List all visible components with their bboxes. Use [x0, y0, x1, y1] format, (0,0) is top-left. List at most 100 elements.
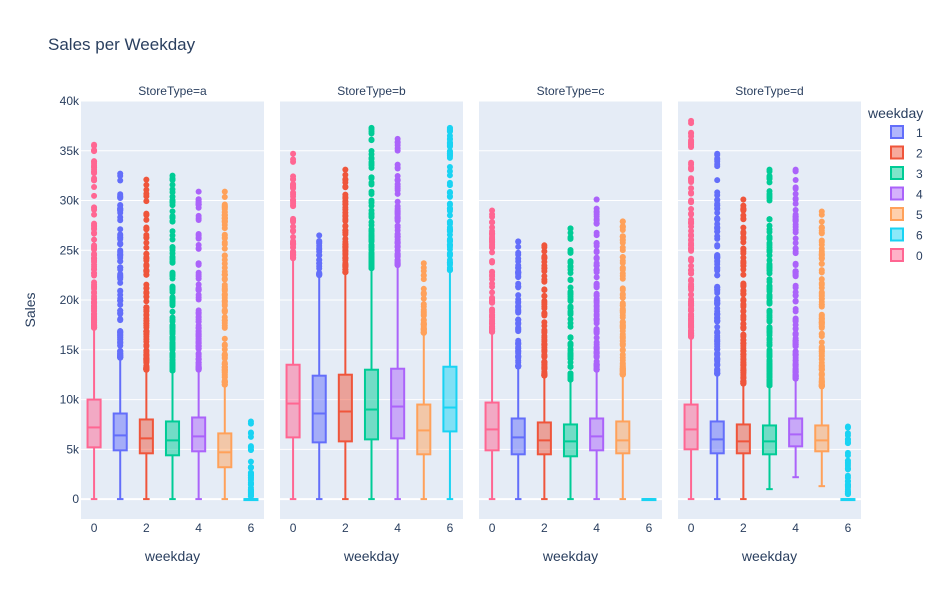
outlier-point: [567, 334, 574, 341]
outlier-point: [515, 298, 522, 305]
outlier-point: [766, 226, 773, 233]
outlier-point: [394, 234, 401, 241]
outlier-point: [766, 337, 773, 344]
outlier-point: [195, 269, 202, 276]
outlier-point: [368, 249, 375, 256]
outlier-point: [489, 219, 496, 226]
outlier-point: [489, 307, 496, 314]
outlier-point: [714, 242, 721, 249]
outlier-point: [593, 213, 600, 220]
outlier-point: [515, 274, 522, 281]
outlier-point: [766, 216, 773, 223]
outlier-point: [489, 312, 496, 319]
outlier-point: [766, 233, 773, 240]
outlier-point: [766, 341, 773, 348]
outlier-point: [593, 274, 600, 281]
outlier-point: [714, 220, 721, 227]
outlier-point: [567, 225, 574, 232]
outlier-point: [394, 142, 401, 149]
outlier-point: [766, 247, 773, 254]
outlier-point: [515, 283, 522, 290]
outlier-point: [567, 340, 574, 347]
outlier-point: [221, 188, 228, 195]
box-body: [217, 432, 233, 469]
outlier-point: [714, 150, 721, 157]
outlier-point: [221, 369, 228, 376]
legend-label-3: 3: [916, 167, 923, 181]
outlier-point: [818, 238, 825, 245]
box-weekday-6: [442, 124, 458, 501]
outlier-point: [619, 314, 626, 321]
outlier-point: [221, 351, 228, 358]
outlier-point: [541, 319, 548, 326]
outlier-point: [290, 193, 297, 200]
outlier-point: [143, 234, 150, 241]
outlier-point: [247, 444, 254, 451]
box-weekday-6: [243, 418, 259, 502]
x-tick-label: 4: [394, 521, 401, 535]
outlier-point: [541, 301, 548, 308]
outlier-point: [169, 172, 176, 179]
outlier-point: [515, 292, 522, 299]
outlier-point: [420, 321, 427, 328]
box-body: [86, 398, 102, 449]
outlier-point: [714, 323, 721, 330]
outlier-point: [818, 224, 825, 231]
outlier-point: [221, 245, 228, 252]
outlier-point: [143, 304, 150, 311]
outlier-point: [446, 218, 453, 225]
outlier-point: [792, 325, 799, 332]
y-tick-label: 0: [72, 492, 79, 506]
outlier-point: [221, 232, 228, 239]
outlier-point: [766, 264, 773, 271]
outlier-point: [290, 198, 297, 205]
outlier-point: [740, 196, 747, 203]
outlier-point: [143, 285, 150, 292]
outlier-point: [688, 199, 695, 206]
outlier-point: [368, 242, 375, 249]
outlier-point: [446, 212, 453, 219]
outlier-point: [766, 299, 773, 306]
outlier-point: [593, 352, 600, 359]
outlier-point: [169, 259, 176, 266]
outlier-point: [368, 179, 375, 186]
box-body: [442, 365, 458, 433]
outlier-point: [368, 254, 375, 261]
outlier-point: [593, 255, 600, 262]
outlier-point: [169, 289, 176, 296]
outlier-point: [143, 352, 150, 359]
outlier-point: [221, 283, 228, 290]
outlier-point: [143, 298, 150, 305]
outlier-point: [446, 265, 453, 272]
outlier-point: [143, 343, 150, 350]
outlier-point: [619, 333, 626, 340]
outlier-point: [792, 245, 799, 252]
outlier-point: [766, 283, 773, 290]
outlier-point: [541, 276, 548, 283]
outlier-point: [688, 130, 695, 137]
outlier-point: [290, 181, 297, 188]
outlier-point: [394, 165, 401, 172]
outlier-point: [567, 288, 574, 295]
outlier-point: [541, 305, 548, 312]
outlier-point: [714, 356, 721, 363]
outlier-point: [740, 307, 747, 314]
outlier-point: [818, 248, 825, 255]
outlier-point: [541, 358, 548, 365]
outlier-point: [792, 338, 799, 345]
outlier-point: [420, 301, 427, 308]
outlier-point: [221, 364, 228, 371]
outlier-point: [342, 179, 349, 186]
outlier-point: [446, 193, 453, 200]
outlier-point: [593, 311, 600, 318]
outlier-point: [515, 324, 522, 331]
outlier-point: [541, 346, 548, 353]
outlier-point: [792, 297, 799, 304]
outlier-point: [593, 220, 600, 227]
box-weekday-2: [735, 196, 751, 501]
outlier-point: [290, 156, 297, 163]
outlier-point: [368, 190, 375, 197]
outlier-point: [143, 268, 150, 275]
outlier-point: [195, 245, 202, 252]
